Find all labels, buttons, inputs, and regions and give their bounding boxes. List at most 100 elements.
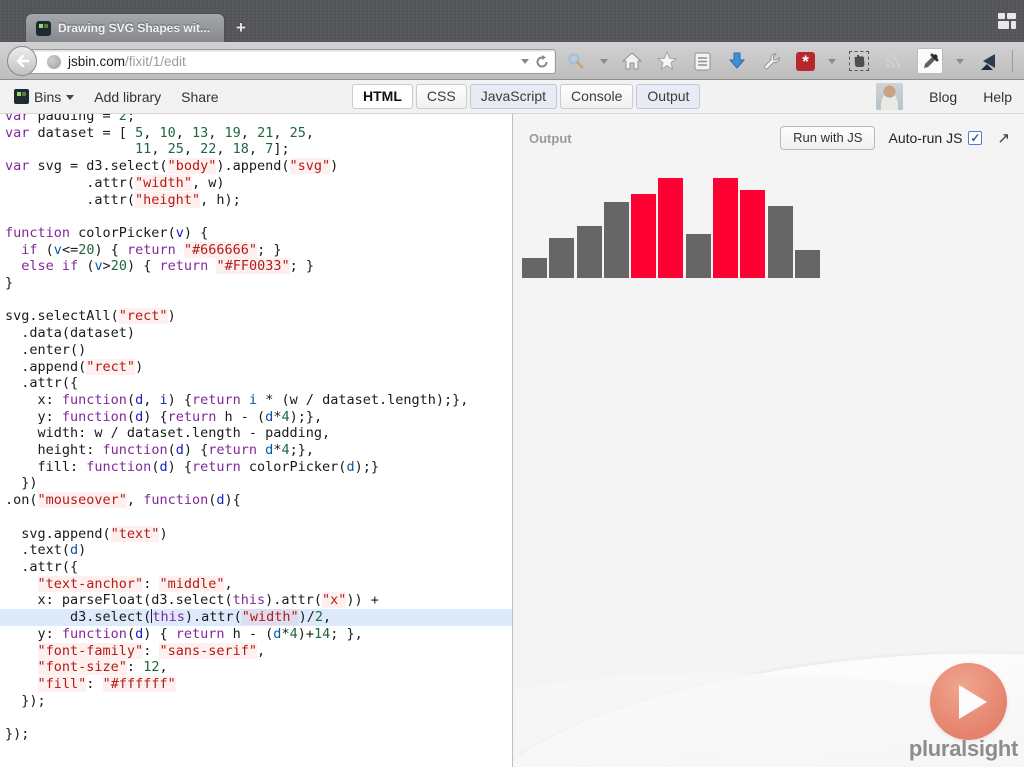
code-line: height: function(d) {return d*4;},: [5, 442, 314, 459]
autorun-checkbox[interactable]: ✓: [968, 131, 983, 145]
share-menu[interactable]: Share: [181, 89, 218, 105]
site-identity-icon[interactable]: [47, 54, 61, 69]
code-line: }): [5, 475, 38, 492]
code-line: .text(d): [5, 542, 87, 559]
code-line: [0, 208, 512, 225]
bookmark-star-icon[interactable]: [656, 50, 678, 72]
tab-javascript[interactable]: JavaScript: [469, 84, 558, 109]
bins-caret-icon: [66, 95, 75, 100]
javascript-editor[interactable]: var padding = 2; var dataset = [ 5, 10, 1…: [0, 114, 512, 767]
code-line: .enter(): [5, 341, 87, 358]
code-lines: var padding = 2; var dataset = [ 5, 10, 1…: [0, 114, 512, 743]
code-line: var padding = 2;: [5, 114, 136, 124]
search-icon[interactable]: [565, 50, 587, 72]
code-line: svg.selectAll("rect"): [5, 308, 176, 325]
code-line: .attr({: [5, 375, 79, 392]
code-line: svg.append("text"): [5, 525, 168, 542]
code-line: });: [5, 692, 46, 709]
lastpass-dropdown-icon[interactable]: [828, 58, 836, 64]
reload-icon[interactable]: [535, 54, 549, 69]
code-line: else if (v>20) { return "#FF0033"; }: [21, 258, 314, 275]
output-label: Output: [529, 130, 572, 146]
chart-bar: [713, 178, 739, 278]
chart-bar: [794, 250, 820, 278]
add-library-menu[interactable]: Add library: [94, 89, 161, 105]
addon-pocket-icon[interactable]: [977, 50, 999, 72]
lastpass-icon[interactable]: *: [796, 51, 815, 71]
chart-bar: [603, 202, 629, 278]
chart-bar: [685, 234, 711, 278]
url-host: jsbin.com: [68, 54, 126, 69]
video-play-button[interactable]: [930, 663, 1007, 740]
autorun-label: Auto-run JS: [888, 130, 963, 146]
help-link[interactable]: Help: [983, 88, 1012, 105]
code-line: x: parseFloat(d3.select(this).attr("x"))…: [5, 592, 379, 609]
code-line: "fill": "#ffffff": [37, 675, 176, 692]
pluralsight-logo: pluralsight: [908, 736, 1018, 761]
code-line: y: function(d) { return h - (d*4)+14; },: [5, 625, 363, 642]
text-cursor: [151, 609, 153, 624]
browser-nav-bar: jsbin.com/fixit/1/edit: [0, 42, 1024, 80]
tab-console[interactable]: Console: [560, 84, 634, 109]
code-line: var svg = d3.select("body").append("svg"…: [5, 158, 339, 175]
code-line: "font-family": "sans-serif",: [37, 642, 266, 659]
chart-bar: [522, 258, 547, 278]
new-tab-button[interactable]: +: [236, 18, 246, 37]
url-path: /fixit/1/edit: [125, 54, 186, 69]
tab-output[interactable]: Output: [636, 84, 701, 109]
jsbin-toolbar: Bins Add library Share HTML CSS JavaScript…: [0, 80, 1024, 114]
toolbar-separator: [1012, 50, 1013, 72]
jsbin-logo-icon: [14, 89, 29, 104]
run-with-js-button[interactable]: Run with JS: [780, 126, 876, 150]
code-line: d3.select(this).attr("width")/2,: [0, 609, 512, 626]
blog-link[interactable]: Blog: [929, 88, 958, 105]
code-line: width: w / dataset.length - padding,: [5, 425, 331, 442]
open-output-icon[interactable]: ↗: [997, 130, 1010, 147]
code-line: .attr("height", h);: [5, 191, 241, 208]
code-line: if (v<=20) { return "#666666"; }: [21, 241, 282, 258]
code-line: .data(dataset): [5, 325, 136, 342]
code-line: function colorPicker(v) {: [5, 224, 209, 241]
search-dropdown-icon[interactable]: [600, 58, 608, 64]
tab-title: Drawing SVG Shapes wit...: [58, 21, 211, 35]
tab-groups-icon[interactable]: [998, 13, 1016, 29]
tab-css[interactable]: CSS: [415, 84, 467, 109]
bins-menu[interactable]: Bins: [14, 88, 75, 105]
reading-list-icon[interactable]: [691, 50, 713, 72]
tab-html[interactable]: HTML: [352, 84, 413, 109]
panel-tabs: HTML CSS JavaScript Console Output: [352, 84, 701, 109]
addon-dropdown-icon[interactable]: [956, 58, 964, 64]
chart-bar: [631, 194, 657, 278]
code-line: .attr("width", w): [5, 174, 225, 191]
back-button[interactable]: [7, 46, 37, 76]
chart-bar: [576, 226, 602, 278]
url-bar[interactable]: jsbin.com/fixit/1/edit: [24, 49, 556, 74]
browser-tab[interactable]: Drawing SVG Shapes wit...: [25, 13, 225, 42]
code-line: .on("mouseover", function(d){: [5, 492, 241, 509]
code-line: .append("rect"): [5, 358, 144, 375]
developer-wrench-icon[interactable]: [761, 50, 783, 72]
code-line: }: [5, 275, 14, 292]
code-line: x: function(d, i) {return i * (w / datas…: [5, 391, 469, 408]
code-line: y: function(d) {return h - (d*4);},: [5, 408, 323, 425]
share-label: Share: [181, 88, 219, 105]
home-icon[interactable]: [621, 50, 643, 72]
chart-bar: [767, 206, 793, 278]
code-line: .attr({: [5, 558, 79, 575]
avatar[interactable]: [876, 83, 904, 110]
back-arrow-icon: [16, 55, 29, 67]
code-line: [0, 292, 512, 309]
bins-label: Bins: [34, 88, 62, 105]
chart-bar: [549, 238, 575, 278]
browser-tab-bar: Drawing SVG Shapes wit... +: [0, 0, 1024, 42]
eyedropper-icon[interactable]: [917, 48, 943, 74]
add-library-label: Add library: [94, 88, 162, 105]
evernote-clipper-icon[interactable]: [849, 51, 869, 71]
jsbin-favicon: [36, 20, 51, 36]
url-dropdown-icon[interactable]: [521, 59, 529, 64]
code-line: "text-anchor": "middle",: [37, 575, 233, 592]
bar-chart: [522, 178, 820, 278]
download-icon[interactable]: [726, 50, 748, 72]
output-panel: Output Run with JS Auto-run JS ✓ ↗ plura…: [512, 114, 1024, 767]
